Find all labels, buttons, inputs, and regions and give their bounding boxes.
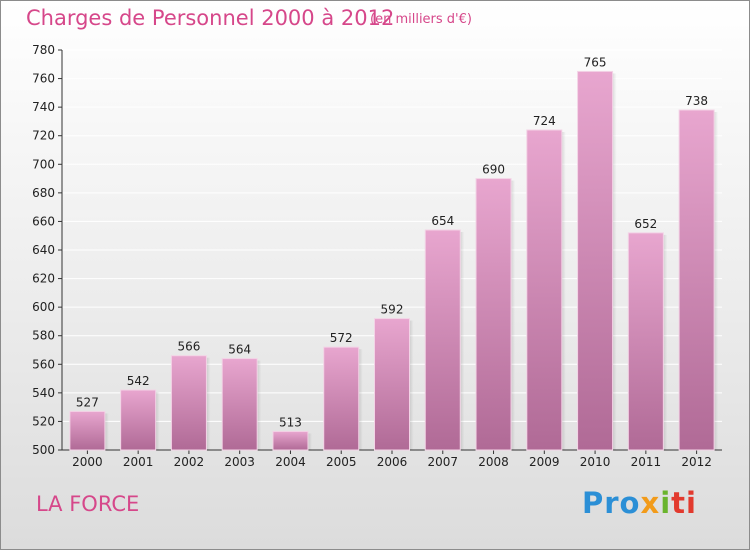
data-label: 527 (76, 395, 99, 409)
y-tick-label: 680 (32, 186, 55, 200)
x-tick-label: 2001 (123, 455, 154, 469)
data-label: 724 (533, 114, 556, 128)
y-tick-label: 560 (32, 357, 55, 371)
bar (424, 229, 461, 451)
x-tick-label: 2004 (275, 455, 306, 469)
bar-shadow (561, 132, 566, 450)
x-tick-label: 2000 (72, 455, 103, 469)
logo-part: i (660, 486, 672, 520)
bar-shadow (358, 349, 363, 450)
data-label: 690 (482, 163, 505, 177)
logo-part: Pro (582, 486, 641, 520)
x-tick-label: 2007 (427, 455, 458, 469)
labels: 527 2000 542 2001 566 2002 564 2003 513 2004 572 20… (72, 55, 712, 469)
chart-title: Charges de Personnel 2000 à 2012 (26, 6, 395, 30)
data-label: 513 (279, 415, 302, 429)
x-tick-label: 2006 (377, 455, 408, 469)
y-tick-label: 720 (32, 129, 55, 143)
x-tick-label: 2011 (631, 455, 662, 469)
bar-shadow (206, 357, 211, 450)
x-tick-label: 2005 (326, 455, 357, 469)
data-label: 542 (127, 374, 150, 388)
y-tick-label: 760 (32, 72, 55, 86)
commune-name: LA FORCE (36, 492, 140, 516)
x-tick-label: 2010 (580, 455, 611, 469)
data-label: 592 (381, 303, 404, 317)
y-tick-label: 500 (32, 443, 55, 457)
x-tick-label: 2009 (529, 455, 560, 469)
data-label: 652 (634, 217, 657, 231)
bar-shadow (714, 112, 719, 450)
bar (120, 389, 157, 451)
logo-part: x (640, 486, 661, 520)
y-tick-label: 600 (32, 300, 55, 314)
data-label: 572 (330, 331, 353, 345)
y-tick-label: 620 (32, 272, 55, 286)
bar (170, 355, 207, 451)
bar (272, 430, 309, 451)
bar (221, 358, 258, 451)
bar-shadow (612, 73, 617, 450)
bar-shadow (257, 360, 262, 450)
chart-subtitle: (en milliers d'€) (370, 12, 472, 27)
bar-shadow (307, 433, 312, 450)
x-tick-label: 2012 (681, 455, 712, 469)
data-label: 654 (431, 214, 454, 228)
data-label: 738 (685, 94, 708, 108)
bar-shadow (155, 392, 160, 450)
x-tick-label: 2008 (478, 455, 509, 469)
y-tick-label: 700 (32, 157, 55, 171)
bar (374, 318, 410, 451)
bar (577, 70, 614, 451)
bar (627, 232, 664, 451)
y-tick-label: 540 (32, 386, 55, 400)
y-tick-label: 660 (32, 214, 55, 228)
y-tick-label: 580 (32, 329, 55, 343)
bar (69, 410, 106, 451)
bar (475, 178, 512, 451)
bar (526, 129, 563, 451)
data-label: 564 (228, 343, 251, 357)
y-tick-label: 640 (32, 243, 55, 257)
y-tick-label: 520 (32, 414, 55, 428)
x-tick-label: 2003 (224, 455, 255, 469)
bar-shadow (460, 232, 465, 450)
bar-shadow (104, 413, 109, 450)
proxiti-logo[interactable]: Proxiti (582, 486, 697, 520)
bars (69, 70, 719, 451)
logo-part: ti (671, 486, 697, 520)
bar (323, 346, 360, 451)
y-tick-label: 740 (32, 100, 55, 114)
data-label: 765 (584, 55, 607, 69)
bar-shadow (409, 320, 414, 450)
y-tick-label: 780 (32, 43, 55, 57)
bar-shadow (511, 180, 516, 451)
y-axis: 500 520 540 560 580 600 620 640 660 680 700 720 740 7… (32, 43, 722, 457)
bar (678, 109, 715, 451)
bar-shadow (663, 234, 668, 450)
data-label: 566 (177, 340, 200, 354)
x-tick-label: 2002 (174, 455, 205, 469)
